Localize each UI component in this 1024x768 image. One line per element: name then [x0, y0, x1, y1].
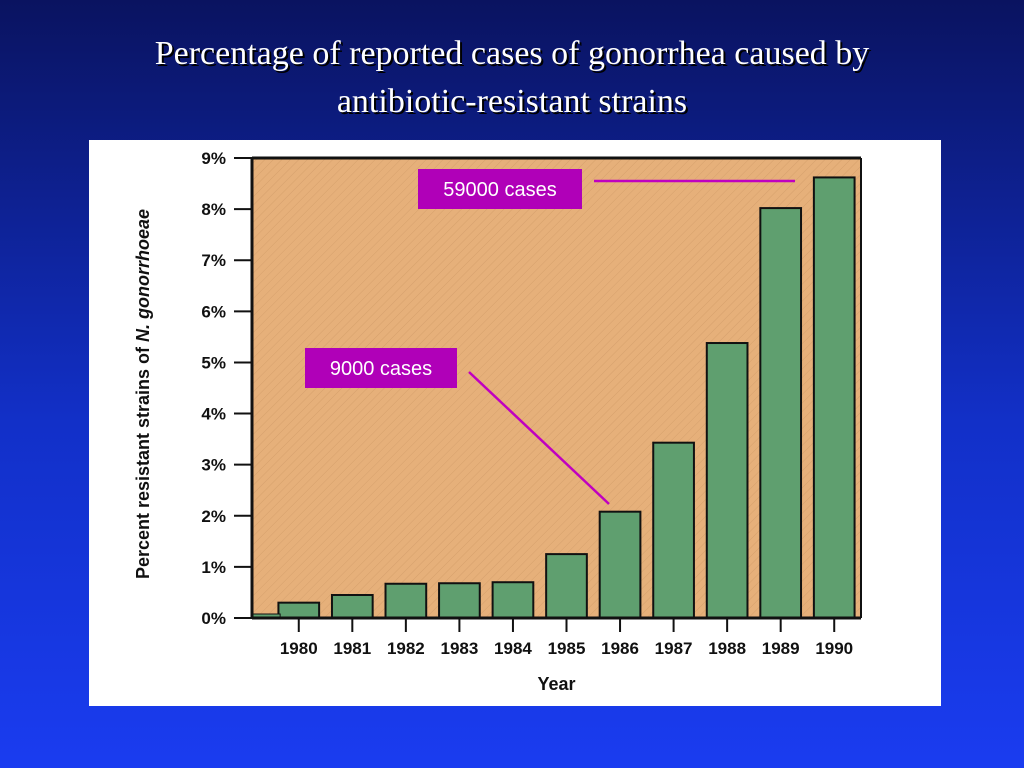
x-tick-label-1990: 1990 [815, 639, 853, 658]
y-axis-title: Percent resistant strains of N. gonorrho… [133, 209, 153, 579]
y-tick-label-9: 9% [201, 149, 226, 168]
axes-group [250, 156, 862, 620]
x-axis-title: Year [537, 674, 575, 694]
x-tick-label-1981: 1981 [333, 639, 371, 658]
bar-1989 [759, 207, 803, 619]
title-line-2: antibiotic-resistant strains [336, 83, 688, 120]
bar-1985 [545, 553, 588, 620]
bar-1986 [598, 510, 642, 620]
x-tick-label-1982: 1982 [387, 639, 425, 658]
chart-panel: 0% 1% 2% 3% 4% 5% 6% 7% 8% 9% 1980 1981 1982 1983 1984… [89, 140, 941, 706]
ticks-group: 0% 1% 2% 3% 4% 5% 6% 7% 8% 9% 1980 1981 1982 1983 1984… [201, 149, 853, 658]
y-axis-title-prefix: Percent resistant strains of [133, 342, 153, 579]
callout-label-1: 59000 cases [443, 179, 556, 201]
x-tick-label-1989: 1989 [762, 639, 800, 658]
x-tick-label-1984: 1984 [494, 639, 532, 658]
y-tick-label-5: 5% [201, 353, 226, 372]
title-line-1: Percentage of reported cases of gonorrhe… [154, 35, 870, 72]
x-tick-label-1980: 1980 [280, 639, 318, 658]
callout-box-1 [418, 169, 582, 209]
bar-1981 [330, 594, 374, 619]
x-tick-label-1985: 1985 [548, 639, 586, 658]
y-axis-title-species: N. gonorrhoeae [133, 209, 153, 342]
x-tick-label-1987: 1987 [655, 639, 693, 658]
bar-1984 [491, 581, 535, 620]
bar-1988 [705, 342, 749, 619]
bar-chart: 0% 1% 2% 3% 4% 5% 6% 7% 8% 9% 1980 1981 1982 1983 1984… [133, 149, 862, 694]
x-tick-label-1983: 1983 [440, 639, 478, 658]
bar-1990 [812, 176, 856, 620]
y-tick-label-6: 6% [201, 302, 226, 321]
callout-box-0 [305, 348, 457, 388]
bar-1980 [277, 601, 321, 619]
callout-leader-0 [468, 371, 610, 505]
bar-1982 [384, 582, 428, 619]
y-tick-label-8: 8% [201, 200, 226, 219]
bars-group [251, 176, 856, 620]
y-tick-label-1: 1% [201, 558, 226, 577]
callout-label-0: 9000 cases [330, 358, 432, 380]
y-tick-label-4: 4% [201, 405, 226, 424]
slide-title: Percentage of reported cases of gonorrhe… [40, 30, 984, 126]
x-tick-label-1988: 1988 [708, 639, 746, 658]
callouts-group: 9000 cases 59000 cases [305, 169, 795, 505]
y-tick-label-7: 7% [201, 251, 226, 270]
bar-1983 [438, 582, 481, 619]
bar-1987 [652, 441, 695, 620]
y-tick-label-0: 0% [201, 609, 226, 628]
y-tick-label-3: 3% [201, 456, 226, 475]
x-tick-label-1986: 1986 [601, 639, 639, 658]
y-tick-label-2: 2% [201, 507, 226, 526]
